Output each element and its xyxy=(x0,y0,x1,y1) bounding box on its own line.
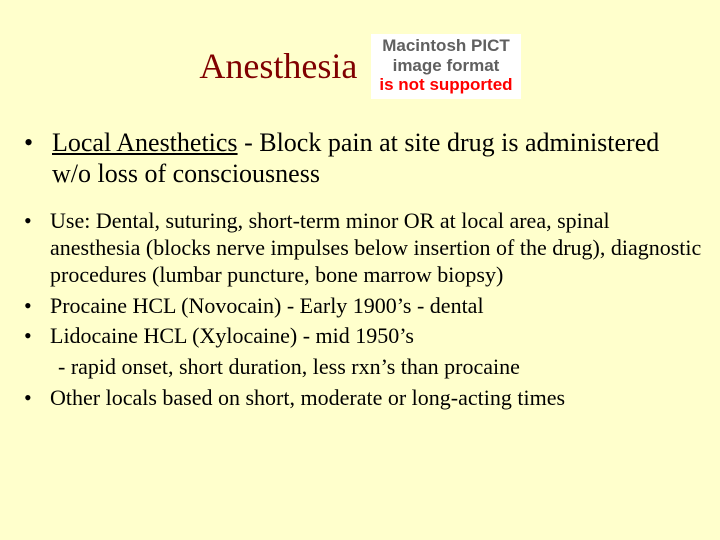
sub-bullet-1-text: Use: Dental, suturing, short-term minor … xyxy=(50,208,702,288)
bullet-dot: • xyxy=(24,208,50,288)
main-bullet-text: Local Anesthetics - Block pain at site d… xyxy=(52,127,702,190)
title-row: Anesthesia Macintosh PICT image format i… xyxy=(18,34,702,99)
sub-bullet-3: • Lidocaine HCL (Xylocaine) - mid 1950’s xyxy=(24,323,702,350)
sub-bullet-2: • Procaine HCL (Novocain) - Early 1900’s… xyxy=(24,293,702,320)
bullet-dot: • xyxy=(24,293,50,320)
slide-title: Anesthesia xyxy=(199,45,357,87)
sub-bullet-2-text: Procaine HCL (Novocain) - Early 1900’s -… xyxy=(50,293,702,320)
sub-bullet-4: • Other locals based on short, moderate … xyxy=(24,385,702,412)
sub-bullet-4-text: Other locals based on short, moderate or… xyxy=(50,385,702,412)
continuation-line: - rapid onset, short duration, less rxn’… xyxy=(24,354,702,381)
pict-placeholder: Macintosh PICT image format is not suppo… xyxy=(371,34,520,99)
bullet-dot: • xyxy=(24,323,50,350)
slide-container: Anesthesia Macintosh PICT image format i… xyxy=(0,0,720,540)
sub-bullet-1: • Use: Dental, suturing, short-term mino… xyxy=(24,208,702,288)
pict-line-3: is not supported xyxy=(379,75,512,95)
pict-line-1: Macintosh PICT xyxy=(379,36,512,56)
bullet-dot: • xyxy=(24,127,52,190)
pict-line-2: image format xyxy=(379,56,512,76)
content-area: • Local Anesthetics - Block pain at site… xyxy=(18,127,702,412)
main-bullet: • Local Anesthetics - Block pain at site… xyxy=(24,127,702,190)
bullet-dot: • xyxy=(24,385,50,412)
main-bullet-heading: Local Anesthetics xyxy=(52,128,238,157)
sub-bullet-3-text: Lidocaine HCL (Xylocaine) - mid 1950’s xyxy=(50,323,702,350)
